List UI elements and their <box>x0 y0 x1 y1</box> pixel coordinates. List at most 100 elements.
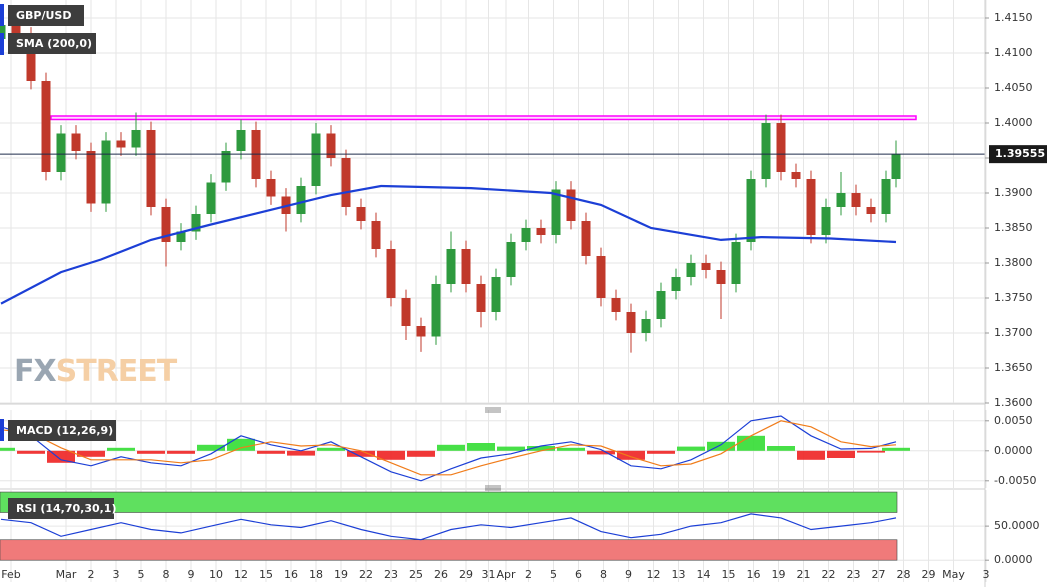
x-tick-label: 16 <box>284 568 298 581</box>
y-tick-label: -0.0050 <box>994 474 1036 487</box>
candle-body <box>791 171 801 179</box>
histogram-bar <box>677 446 705 451</box>
legend-box <box>8 33 96 54</box>
x-tick-label: 12 <box>647 568 661 581</box>
candle-body <box>206 182 216 214</box>
y-tick-label: 1.3750 <box>994 291 1033 304</box>
candle-body <box>536 227 546 235</box>
candle-body <box>461 248 471 284</box>
x-tick-label: 19 <box>334 568 348 581</box>
x-tick-label: 27 <box>872 568 886 581</box>
candle-body <box>851 192 861 207</box>
candle-body <box>891 154 901 179</box>
histogram-bar <box>257 450 285 454</box>
candle-body <box>26 35 36 81</box>
x-tick-label: 25 <box>409 568 423 581</box>
histogram-bar <box>377 450 405 460</box>
candle-body <box>656 290 666 319</box>
indicator-line <box>0 415 897 482</box>
histogram-bar <box>167 450 195 454</box>
candle-body <box>596 255 606 298</box>
x-tick-label: 29 <box>922 568 936 581</box>
histogram-bar <box>0 447 15 451</box>
last-price-box <box>989 145 1047 164</box>
candle-body <box>386 248 396 298</box>
x-tick-label: 22 <box>359 568 373 581</box>
rsi-band <box>0 539 898 561</box>
candle-body <box>116 140 126 148</box>
candle-body <box>731 241 741 284</box>
legend-accent <box>0 419 4 441</box>
marks <box>0 16 985 561</box>
resize-handle[interactable] <box>485 407 501 413</box>
histogram-bar <box>137 450 165 454</box>
candle-body <box>431 283 441 337</box>
candle-body <box>581 220 591 256</box>
x-tick-label: 21 <box>797 568 811 581</box>
candle-body <box>146 129 156 207</box>
candle-body <box>296 185 306 214</box>
x-tick-label: 2 <box>525 568 532 581</box>
x-tick-label: Mar <box>56 568 77 581</box>
watermark: FXSTREET <box>14 354 178 389</box>
candle-body <box>746 178 756 242</box>
histogram-bar <box>647 450 675 454</box>
histogram-bar <box>107 447 135 451</box>
histogram-bar <box>882 447 910 451</box>
watermark-part: STREET <box>56 354 178 389</box>
histogram-bar <box>857 450 885 453</box>
y-tick-label: 1.3600 <box>994 396 1033 409</box>
histogram-bar <box>617 450 645 460</box>
histogram-bar <box>737 435 765 451</box>
x-tick-label: May <box>942 568 965 581</box>
x-tick-label: 23 <box>384 568 398 581</box>
y-tick-label: 1.3700 <box>994 326 1033 339</box>
histogram-bar <box>17 450 45 454</box>
legend-box <box>8 420 116 441</box>
candle-body <box>566 189 576 221</box>
histogram-bar <box>707 441 735 451</box>
legend-box <box>8 498 114 519</box>
candle-body <box>221 150 231 183</box>
x-tick-label: 15 <box>259 568 273 581</box>
resize-handle[interactable] <box>485 485 501 491</box>
x-tick-label: 5 <box>550 568 557 581</box>
x-tick-label: 14 <box>697 568 711 581</box>
histogram-bar <box>827 450 855 458</box>
candle-body <box>86 150 96 204</box>
candle-body <box>836 192 846 207</box>
candle-body <box>551 189 561 235</box>
x-tick-label: 8 <box>163 568 170 581</box>
y-tick-label: 1.3800 <box>994 256 1033 269</box>
y-tick-label: 0.0050 <box>994 414 1033 427</box>
x-tick-label: 29 <box>459 568 473 581</box>
candle-body <box>686 262 696 277</box>
sma-line <box>0 184 897 305</box>
last-price-label: 1.39555 <box>995 147 1045 160</box>
histogram-bar <box>587 450 615 455</box>
x-tick-label: 18 <box>309 568 323 581</box>
y-tick-label: 1.4050 <box>994 81 1033 94</box>
candle-body <box>806 178 816 235</box>
candle-body <box>56 133 66 172</box>
candle-body <box>131 129 141 148</box>
legend-title: GBP/USD <box>16 9 71 22</box>
candle-body <box>476 283 486 312</box>
x-tick-label: 31 <box>482 568 496 581</box>
legend-accent <box>0 33 4 55</box>
candle-body <box>626 311 636 333</box>
legend: GBP/USD SMA (200,0) MACD (12,26,9) RSI (… <box>0 4 116 519</box>
resistance-zone <box>50 115 917 121</box>
candle-body <box>776 122 786 172</box>
y-tick-label: 1.3900 <box>994 186 1033 199</box>
legend-entry: SMA (200,0) <box>16 37 92 50</box>
x-tick-label: 9 <box>625 568 632 581</box>
candle-body <box>416 325 426 337</box>
indicator-line <box>0 513 897 541</box>
candle-body <box>236 129 246 151</box>
x-tick-label: 3 <box>983 568 990 581</box>
y-tick-label: 1.3650 <box>994 361 1033 374</box>
x-tick-label: Feb <box>1 568 20 581</box>
y-tick-label: 50.0000 <box>994 519 1040 532</box>
candle-body <box>761 122 771 179</box>
